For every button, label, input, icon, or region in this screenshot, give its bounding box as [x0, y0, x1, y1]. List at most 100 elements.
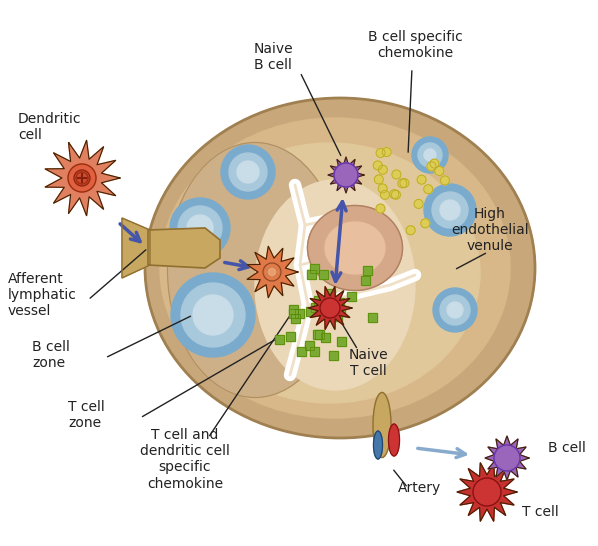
- Polygon shape: [321, 333, 331, 342]
- Text: T cell and
dendritic cell
specific
chemokine: T cell and dendritic cell specific chemo…: [140, 428, 230, 491]
- Circle shape: [181, 283, 245, 347]
- Polygon shape: [319, 270, 328, 279]
- Circle shape: [473, 478, 501, 506]
- Circle shape: [424, 184, 476, 236]
- Circle shape: [373, 161, 382, 170]
- Polygon shape: [310, 264, 319, 272]
- Polygon shape: [368, 313, 377, 322]
- Circle shape: [390, 189, 399, 199]
- Circle shape: [380, 191, 389, 199]
- Circle shape: [187, 215, 213, 241]
- Text: High
endothelial
venule: High endothelial venule: [451, 207, 529, 253]
- Circle shape: [424, 149, 436, 161]
- Polygon shape: [148, 228, 220, 268]
- Polygon shape: [313, 330, 322, 339]
- Polygon shape: [308, 287, 352, 329]
- Ellipse shape: [167, 143, 343, 397]
- Circle shape: [430, 159, 439, 168]
- Polygon shape: [289, 308, 298, 318]
- Polygon shape: [295, 310, 304, 318]
- Polygon shape: [310, 347, 319, 356]
- Text: T cell
zone: T cell zone: [68, 400, 105, 430]
- Circle shape: [406, 225, 415, 235]
- Polygon shape: [289, 305, 298, 314]
- Polygon shape: [337, 337, 346, 347]
- Polygon shape: [291, 314, 300, 323]
- Polygon shape: [307, 270, 316, 278]
- Polygon shape: [457, 463, 517, 521]
- Polygon shape: [328, 157, 364, 193]
- Circle shape: [68, 164, 96, 192]
- Circle shape: [435, 167, 444, 175]
- Circle shape: [170, 198, 230, 258]
- Circle shape: [376, 149, 385, 157]
- Circle shape: [433, 288, 477, 332]
- Circle shape: [376, 204, 385, 213]
- Polygon shape: [315, 330, 324, 339]
- Polygon shape: [485, 436, 529, 480]
- Circle shape: [400, 179, 409, 188]
- Ellipse shape: [325, 222, 385, 274]
- Circle shape: [229, 153, 267, 191]
- Circle shape: [421, 219, 430, 228]
- Text: Afferent
lymphatic
vessel: Afferent lymphatic vessel: [8, 272, 77, 318]
- Circle shape: [267, 267, 277, 277]
- Text: B cell: B cell: [548, 441, 586, 455]
- Circle shape: [424, 185, 433, 194]
- Ellipse shape: [389, 424, 399, 456]
- Polygon shape: [305, 341, 314, 349]
- Circle shape: [178, 206, 222, 250]
- Circle shape: [417, 175, 426, 184]
- Text: B cell
zone: B cell zone: [32, 340, 70, 370]
- Text: T cell: T cell: [522, 505, 559, 519]
- Polygon shape: [327, 289, 335, 298]
- Polygon shape: [337, 306, 346, 316]
- Text: Naive
B cell: Naive B cell: [253, 42, 293, 72]
- Ellipse shape: [255, 180, 415, 390]
- Polygon shape: [364, 266, 373, 275]
- Circle shape: [171, 273, 255, 357]
- Circle shape: [334, 163, 358, 187]
- Circle shape: [440, 295, 470, 325]
- Polygon shape: [314, 296, 323, 305]
- Ellipse shape: [180, 143, 480, 403]
- Polygon shape: [247, 246, 298, 298]
- Circle shape: [237, 161, 259, 183]
- Circle shape: [382, 147, 391, 157]
- Circle shape: [374, 175, 383, 184]
- Polygon shape: [45, 140, 120, 216]
- Circle shape: [414, 199, 423, 209]
- Circle shape: [432, 192, 468, 228]
- Circle shape: [320, 298, 340, 318]
- Ellipse shape: [307, 205, 402, 290]
- Circle shape: [440, 200, 460, 220]
- Circle shape: [193, 295, 233, 335]
- Polygon shape: [306, 307, 315, 317]
- Circle shape: [440, 176, 450, 185]
- Polygon shape: [329, 351, 338, 360]
- Ellipse shape: [160, 118, 510, 418]
- Circle shape: [74, 170, 90, 186]
- Polygon shape: [297, 347, 306, 356]
- Polygon shape: [275, 335, 285, 344]
- Circle shape: [427, 162, 436, 171]
- Polygon shape: [122, 218, 150, 278]
- Circle shape: [221, 145, 275, 199]
- Circle shape: [412, 137, 448, 173]
- Circle shape: [378, 184, 387, 193]
- Circle shape: [379, 165, 388, 174]
- Circle shape: [392, 191, 401, 199]
- Polygon shape: [286, 331, 295, 341]
- Polygon shape: [361, 276, 370, 285]
- Polygon shape: [333, 312, 342, 321]
- Ellipse shape: [145, 98, 535, 438]
- Polygon shape: [311, 302, 320, 312]
- Circle shape: [398, 179, 407, 188]
- Text: Dendritic
cell: Dendritic cell: [18, 112, 81, 142]
- Text: Naive
T cell: Naive T cell: [348, 348, 388, 378]
- Circle shape: [392, 170, 401, 179]
- Circle shape: [447, 302, 463, 318]
- Text: Artery: Artery: [398, 481, 441, 495]
- Ellipse shape: [373, 393, 391, 458]
- Polygon shape: [335, 298, 344, 306]
